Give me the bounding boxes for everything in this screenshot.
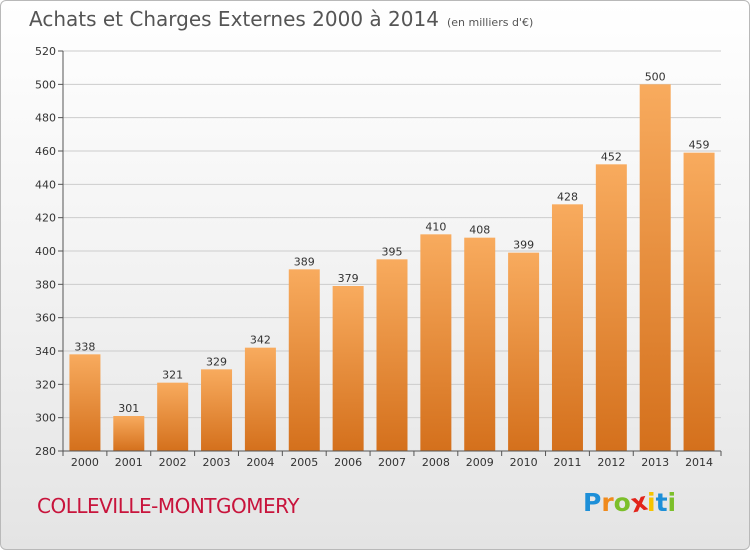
x-tick-label-2000: 2000 (71, 456, 99, 469)
y-tick-label: 380 (35, 278, 56, 291)
y-tick-label: 400 (35, 245, 56, 258)
bar-2013 (639, 84, 671, 451)
value-label-2002: 321 (162, 369, 183, 382)
x-tick-label-2014: 2014 (685, 456, 713, 469)
x-tick-label-2009: 2009 (466, 456, 494, 469)
y-tick-label: 300 (35, 412, 56, 425)
value-label-2014: 459 (689, 139, 710, 152)
y-tick-label: 280 (35, 445, 56, 458)
value-label-2001: 301 (118, 402, 139, 415)
y-tick-label: 420 (35, 212, 56, 225)
logo-letter: o (613, 488, 631, 517)
x-tick-label-2007: 2007 (378, 456, 406, 469)
bar-2002 (157, 382, 189, 451)
bar-2008 (420, 234, 452, 451)
y-tick-label: 440 (35, 178, 56, 191)
bar-2004 (244, 347, 276, 451)
x-tick-label-2013: 2013 (641, 456, 669, 469)
x-tick-label-2004: 2004 (246, 456, 274, 469)
bar-2009 (464, 237, 496, 451)
logo-letter: i (667, 488, 677, 517)
bar-2012 (595, 164, 627, 452)
x-tick-label-2003: 2003 (203, 456, 231, 469)
town-name: COLLEVILLE-MONTGOMERY (37, 494, 300, 518)
value-label-2009: 408 (469, 224, 490, 237)
x-tick-label-2001: 2001 (115, 456, 143, 469)
bar-2006 (332, 286, 364, 451)
x-tick-label-2012: 2012 (597, 456, 625, 469)
value-label-2006: 379 (338, 272, 359, 285)
bar-2000 (69, 354, 101, 451)
x-tick-label-2005: 2005 (290, 456, 318, 469)
bar-2011 (551, 204, 583, 451)
value-label-2012: 452 (601, 150, 622, 163)
title-text: Achats et Charges Externes 2000 à 2014 (29, 7, 439, 31)
x-tick-label-2008: 2008 (422, 456, 450, 469)
proxiti-logo: Proxiti (583, 487, 677, 519)
bar-2014 (683, 152, 715, 451)
logo-letter: P (583, 488, 602, 517)
value-label-2003: 329 (206, 355, 227, 368)
logo-letter: t (655, 488, 668, 517)
y-tick-label: 360 (35, 312, 56, 325)
value-label-2011: 428 (557, 190, 578, 203)
bar-2010 (508, 252, 540, 451)
y-tick-label: 460 (35, 145, 56, 158)
y-tick-label: 480 (35, 112, 56, 125)
logo-letter: i (647, 488, 656, 517)
y-tick-label: 320 (35, 378, 56, 391)
x-tick-label-2006: 2006 (334, 456, 362, 469)
value-label-2007: 395 (382, 245, 403, 258)
bar-2005 (288, 269, 320, 451)
x-tick-label-2010: 2010 (510, 456, 538, 469)
bar-2001 (113, 416, 145, 451)
logo-letter: r (601, 488, 614, 517)
value-label-2010: 399 (513, 239, 534, 252)
bar-2007 (376, 259, 408, 451)
bar-2003 (201, 369, 233, 451)
y-tick-label: 500 (35, 78, 56, 91)
value-label-2000: 338 (74, 340, 95, 353)
bars: 338 301 321 329 342 389 379 395 410 408 399 428 452 5… (69, 70, 715, 452)
y-tick-label: 340 (35, 345, 56, 358)
chart-title: Achats et Charges Externes 2000 à 2014 (e… (29, 7, 533, 31)
x-tick-label-2011: 2011 (553, 456, 581, 469)
value-label-2013: 500 (645, 70, 666, 83)
value-label-2005: 389 (294, 255, 315, 268)
y-tick-label: 520 (35, 45, 56, 58)
axes: 280 300 320 340 360 380 400 420 440 460 480 500 520 2… (35, 45, 722, 469)
unit-label: (en milliers d'€) (446, 16, 534, 29)
x-tick-label-2002: 2002 (159, 456, 187, 469)
value-label-2008: 410 (425, 220, 446, 233)
value-label-2004: 342 (250, 334, 271, 347)
